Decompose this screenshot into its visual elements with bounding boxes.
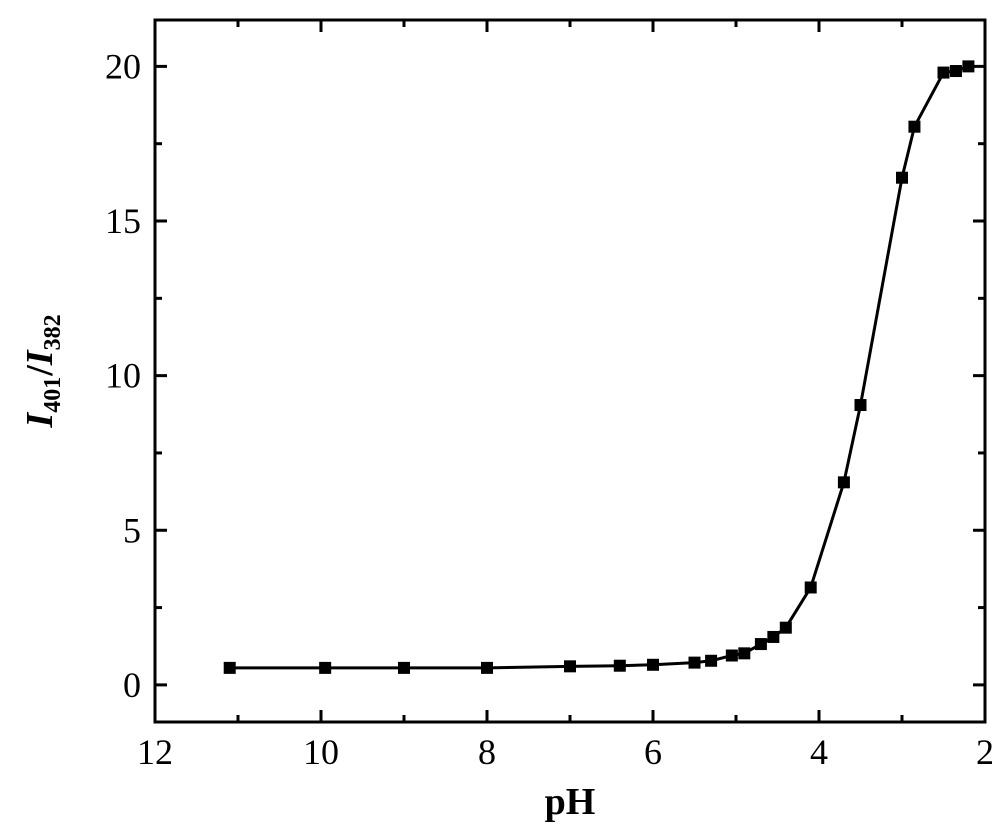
- data-marker: [908, 121, 920, 133]
- data-marker: [726, 650, 738, 662]
- data-marker: [319, 662, 331, 674]
- data-marker: [398, 662, 410, 674]
- y-tick-label: 20: [105, 46, 141, 86]
- data-marker: [705, 655, 717, 667]
- data-marker: [938, 67, 950, 79]
- y-tick-label: 10: [105, 356, 141, 396]
- data-marker: [855, 399, 867, 411]
- data-marker: [950, 65, 962, 77]
- data-marker: [738, 647, 750, 659]
- x-tick-label: 8: [478, 732, 496, 772]
- data-marker: [767, 631, 779, 643]
- data-marker: [224, 662, 236, 674]
- y-tick-label: 15: [105, 201, 141, 241]
- data-marker: [896, 172, 908, 184]
- x-tick-label: 6: [644, 732, 662, 772]
- x-tick-label: 2: [976, 732, 994, 772]
- data-marker: [962, 60, 974, 72]
- x-tick-label: 12: [137, 732, 173, 772]
- data-marker: [614, 660, 626, 672]
- chart-container: 1210864205101520pHI401/I382: [0, 0, 1000, 832]
- data-marker: [755, 638, 767, 650]
- data-marker: [689, 657, 701, 669]
- data-marker: [481, 662, 493, 674]
- x-tick-label: 10: [303, 732, 339, 772]
- chart-svg: 1210864205101520pHI401/I382: [0, 0, 1000, 825]
- chart-bg: [0, 0, 1000, 825]
- y-tick-label: 5: [123, 510, 141, 550]
- data-marker: [564, 660, 576, 672]
- data-marker: [838, 476, 850, 488]
- data-marker: [647, 659, 659, 671]
- data-marker: [805, 581, 817, 593]
- x-tick-label: 4: [810, 732, 828, 772]
- data-marker: [780, 622, 792, 634]
- y-tick-label: 0: [123, 665, 141, 705]
- x-axis-title: pH: [545, 781, 596, 823]
